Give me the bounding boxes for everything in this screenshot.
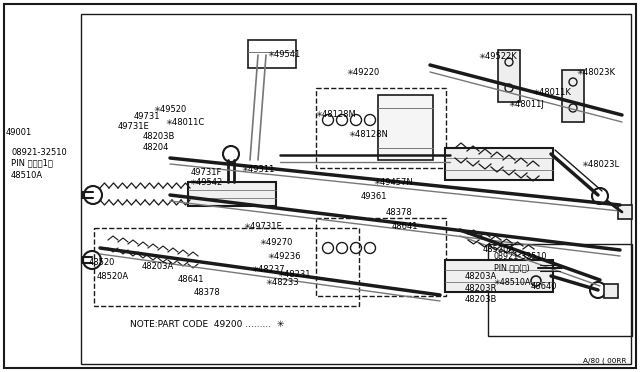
Text: ✳49457N: ✳49457N (374, 178, 413, 187)
Text: 48203R: 48203R (465, 284, 497, 293)
Text: ✳49541: ✳49541 (268, 50, 301, 59)
Text: ✳48237: ✳48237 (252, 265, 285, 274)
Bar (94, 228, 359, 306)
Text: PIN ピン（1）: PIN ピン（1） (11, 158, 53, 167)
Text: ✳48023L: ✳48023L (582, 160, 620, 169)
Text: ✳48128N: ✳48128N (349, 130, 389, 139)
Text: ✳49270: ✳49270 (260, 238, 293, 247)
Text: ✳48011C: ✳48011C (165, 118, 204, 127)
Text: ✳49311: ✳49311 (241, 165, 275, 174)
Text: ✳49220: ✳49220 (347, 68, 380, 77)
Text: 48640: 48640 (531, 282, 557, 291)
Bar (81, 14, 631, 364)
Text: ✳48510A: ✳48510A (494, 278, 531, 287)
Bar (618, 205, 632, 219)
Text: ✳49542: ✳49542 (189, 178, 222, 187)
Bar (445, 260, 553, 292)
Text: 48203A: 48203A (142, 262, 174, 271)
Text: 48641: 48641 (392, 222, 419, 231)
Text: 48378: 48378 (194, 288, 221, 297)
Text: 49731E: 49731E (118, 122, 150, 131)
Text: 48510A: 48510A (11, 171, 43, 180)
Bar (445, 148, 553, 180)
Text: ✳48011J: ✳48011J (509, 100, 545, 109)
Bar (498, 50, 520, 102)
Bar (188, 182, 276, 206)
Text: 49361: 49361 (361, 192, 387, 201)
Bar (488, 244, 632, 336)
Bar (316, 218, 446, 296)
Text: ✳49236: ✳49236 (268, 252, 301, 261)
Text: 48641: 48641 (178, 275, 205, 284)
Text: 49001: 49001 (6, 128, 32, 137)
Bar (562, 70, 584, 122)
Text: 49731: 49731 (134, 112, 161, 121)
Text: 08921-32510: 08921-32510 (11, 148, 67, 157)
Text: 48203B: 48203B (465, 295, 497, 304)
Text: 48203A: 48203A (465, 272, 497, 281)
Text: 48520A: 48520A (483, 245, 515, 254)
Bar (248, 40, 296, 68)
Text: 48204: 48204 (143, 143, 170, 152)
Text: PIN ピン(１): PIN ピン(１) (494, 263, 530, 272)
Text: 48378: 48378 (386, 208, 413, 217)
Bar (604, 284, 618, 298)
Text: ✳48023K: ✳48023K (577, 68, 616, 77)
Text: ✳49520: ✳49520 (153, 105, 186, 114)
Text: A/80 ( 00RR: A/80 ( 00RR (582, 357, 626, 364)
Text: 48520A: 48520A (97, 272, 129, 281)
Bar (316, 88, 446, 168)
Text: 48203B: 48203B (143, 132, 175, 141)
Text: 08921-32510: 08921-32510 (494, 252, 547, 261)
Text: 48520: 48520 (89, 258, 115, 267)
Text: 49731F: 49731F (191, 168, 222, 177)
Bar (378, 95, 433, 160)
Text: ✳49731E: ✳49731E (244, 222, 283, 231)
Text: ✳49522K: ✳49522K (479, 52, 518, 61)
Text: ✳48231: ✳48231 (278, 270, 312, 279)
Text: NOTE:PART CODE  49200 .........  ✳: NOTE:PART CODE 49200 ......... ✳ (130, 320, 284, 329)
Text: ✳48233: ✳48233 (266, 278, 300, 287)
Text: ✳48128M: ✳48128M (316, 110, 356, 119)
Text: ✳48011K: ✳48011K (533, 88, 572, 97)
